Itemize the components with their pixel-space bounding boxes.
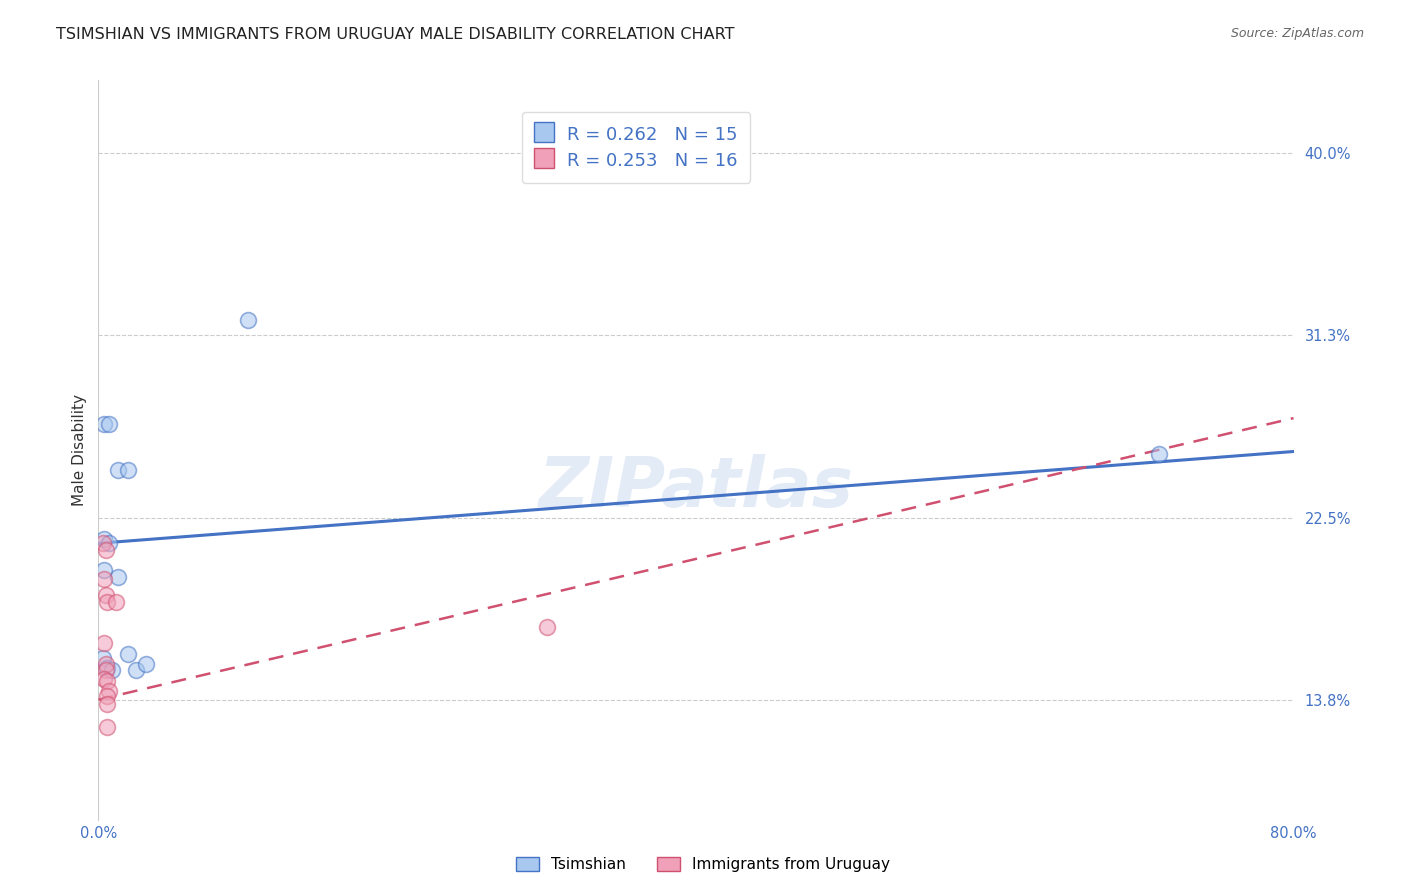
Point	[94, 542, 117, 557]
Point	[96, 689, 118, 703]
Point	[93, 636, 115, 650]
Text: Source: ZipAtlas.com: Source: ZipAtlas.com	[1230, 27, 1364, 40]
Point	[117, 647, 139, 661]
Point	[96, 595, 118, 609]
Point	[94, 588, 117, 602]
Point	[97, 536, 120, 550]
Point	[107, 463, 129, 477]
Point	[1147, 447, 1170, 461]
Text: ZIPatlas: ZIPatlas	[538, 454, 853, 521]
Point	[117, 463, 139, 477]
Point	[101, 664, 124, 678]
Point	[96, 697, 118, 711]
Point	[93, 672, 115, 686]
Point	[97, 417, 120, 432]
Point	[107, 569, 129, 583]
Point	[97, 684, 120, 698]
Text: TSIMSHIAN VS IMMIGRANTS FROM URUGUAY MALE DISABILITY CORRELATION CHART: TSIMSHIAN VS IMMIGRANTS FROM URUGUAY MAL…	[56, 27, 735, 42]
Point	[93, 563, 115, 577]
Point	[93, 532, 115, 546]
Point	[96, 673, 118, 688]
Point	[93, 417, 115, 432]
Point	[96, 720, 118, 734]
Point	[135, 657, 157, 672]
Point	[91, 651, 114, 665]
Point	[536, 620, 558, 634]
Point	[94, 657, 117, 672]
Point	[93, 572, 115, 586]
Y-axis label: Male Disability: Male Disability	[72, 394, 87, 507]
Point	[236, 313, 259, 327]
Legend: Tsimshian, Immigrants from Uruguay: Tsimshian, Immigrants from Uruguay	[509, 849, 897, 880]
Point	[96, 661, 118, 675]
Point	[105, 595, 128, 609]
Legend: R = 0.262   N = 15, R = 0.253   N = 16: R = 0.262 N = 15, R = 0.253 N = 16	[522, 112, 751, 183]
Point	[91, 536, 114, 550]
Point	[94, 664, 117, 678]
Point	[125, 664, 148, 678]
